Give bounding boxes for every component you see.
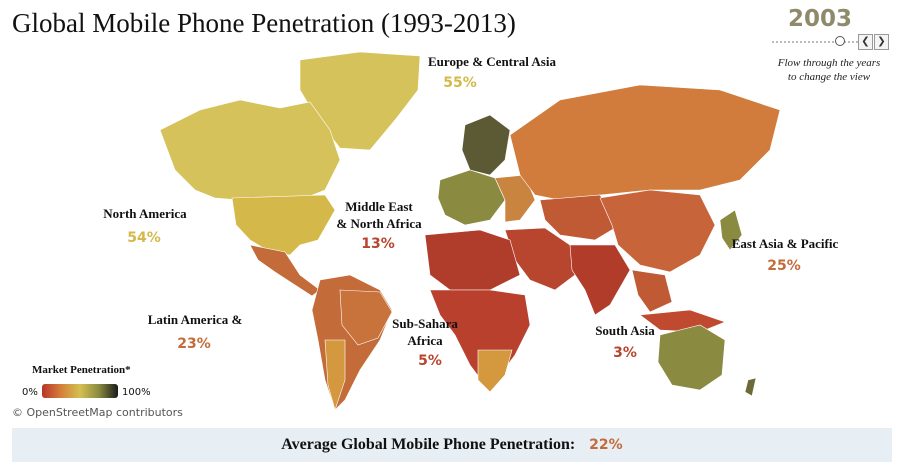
region-label-north-america: North America — [103, 206, 187, 221]
flow-note: Flow through the years to change the vie… — [764, 56, 894, 84]
year-control: 2003 ❮ ❯ Flow through the years to chang… — [764, 6, 894, 86]
flow-note-line1: Flow through the years — [777, 57, 881, 69]
scandinavia-shape — [461, 114, 511, 176]
year-slider-handle[interactable] — [835, 36, 845, 46]
usa-shape — [231, 194, 336, 256]
australia-shape — [657, 324, 726, 391]
region-label-sub-sahara-africa: Sub-Sahara Africa — [380, 315, 470, 349]
region-value-sub-sahara-africa: 5% — [418, 353, 442, 369]
world-map[interactable]: Europe & Central Asia 55% North America … — [0, 40, 903, 425]
region-label-south-asia: South Asia — [595, 323, 655, 338]
region-label-sub-sahara-line1: Sub-Sahara — [392, 316, 458, 331]
new-zealand-shape — [744, 377, 757, 397]
region-value-europe-central-asia: 55% — [443, 75, 477, 91]
region-value-south-asia: 3% — [613, 345, 637, 361]
footer-label: Average Global Mobile Phone Penetration: — [281, 436, 576, 453]
page-title: Global Mobile Phone Penetration (1993-20… — [12, 8, 516, 38]
chevron-right-icon: ❯ — [877, 36, 886, 47]
region-label-east-asia-pacific: East Asia & Pacific — [731, 236, 839, 251]
region-label-sub-sahara-line2: Africa — [407, 333, 443, 348]
region-value-middle-east-north-africa: 13% — [361, 236, 395, 252]
brazil-shape — [339, 289, 393, 346]
middle-east-shape — [504, 227, 576, 291]
region-label-middle-east-line1: Middle East — [345, 199, 413, 214]
region-label-latin-america: Latin America & — [147, 312, 243, 327]
north-africa-shape — [424, 229, 521, 291]
region-label-europe-central-asia: Europe & Central Asia — [428, 54, 556, 69]
region-value-latin-america: 23% — [177, 336, 211, 352]
next-year-button[interactable]: ❯ — [874, 34, 889, 50]
region-label-middle-east-line2: & North Africa — [336, 216, 422, 231]
year-slider-track[interactable] — [772, 41, 870, 43]
mexico-shape — [249, 244, 321, 297]
map-attribution[interactable]: © OpenStreetMap contributors — [12, 406, 183, 419]
indonesia-shape — [639, 309, 726, 333]
legend-gradient-bar — [42, 384, 118, 398]
footer-value: 22% — [589, 437, 623, 453]
region-value-east-asia-pacific: 25% — [767, 258, 801, 274]
japan-korea-shape — [719, 209, 743, 251]
chile-argentina-shape — [324, 339, 346, 412]
legend-title: Market Penetration* — [32, 364, 131, 376]
legend-min-label: 0% — [22, 387, 38, 398]
region-label-middle-east-north-africa: Middle East & North Africa — [324, 198, 434, 232]
year-value: 2003 — [788, 6, 853, 32]
western-europe-shape — [437, 169, 506, 226]
central-asia-shape — [539, 194, 621, 241]
south-asia-shape — [569, 244, 631, 316]
southeast-asia-shape — [631, 269, 673, 313]
map-canvas — [159, 51, 781, 412]
chevron-left-icon: ❮ — [861, 36, 870, 47]
previous-year-button[interactable]: ❮ — [858, 34, 873, 50]
legend-max-label: 100% — [122, 387, 151, 398]
russia-shape — [509, 84, 781, 201]
flow-note-line2: to change the view — [787, 71, 871, 83]
canada-shape — [159, 99, 341, 201]
footer-summary-bar: Average Global Mobile Phone Penetration:… — [12, 428, 892, 462]
region-value-north-america: 54% — [127, 230, 161, 246]
southern-africa-shape — [477, 349, 513, 393]
china-shape — [599, 189, 716, 273]
